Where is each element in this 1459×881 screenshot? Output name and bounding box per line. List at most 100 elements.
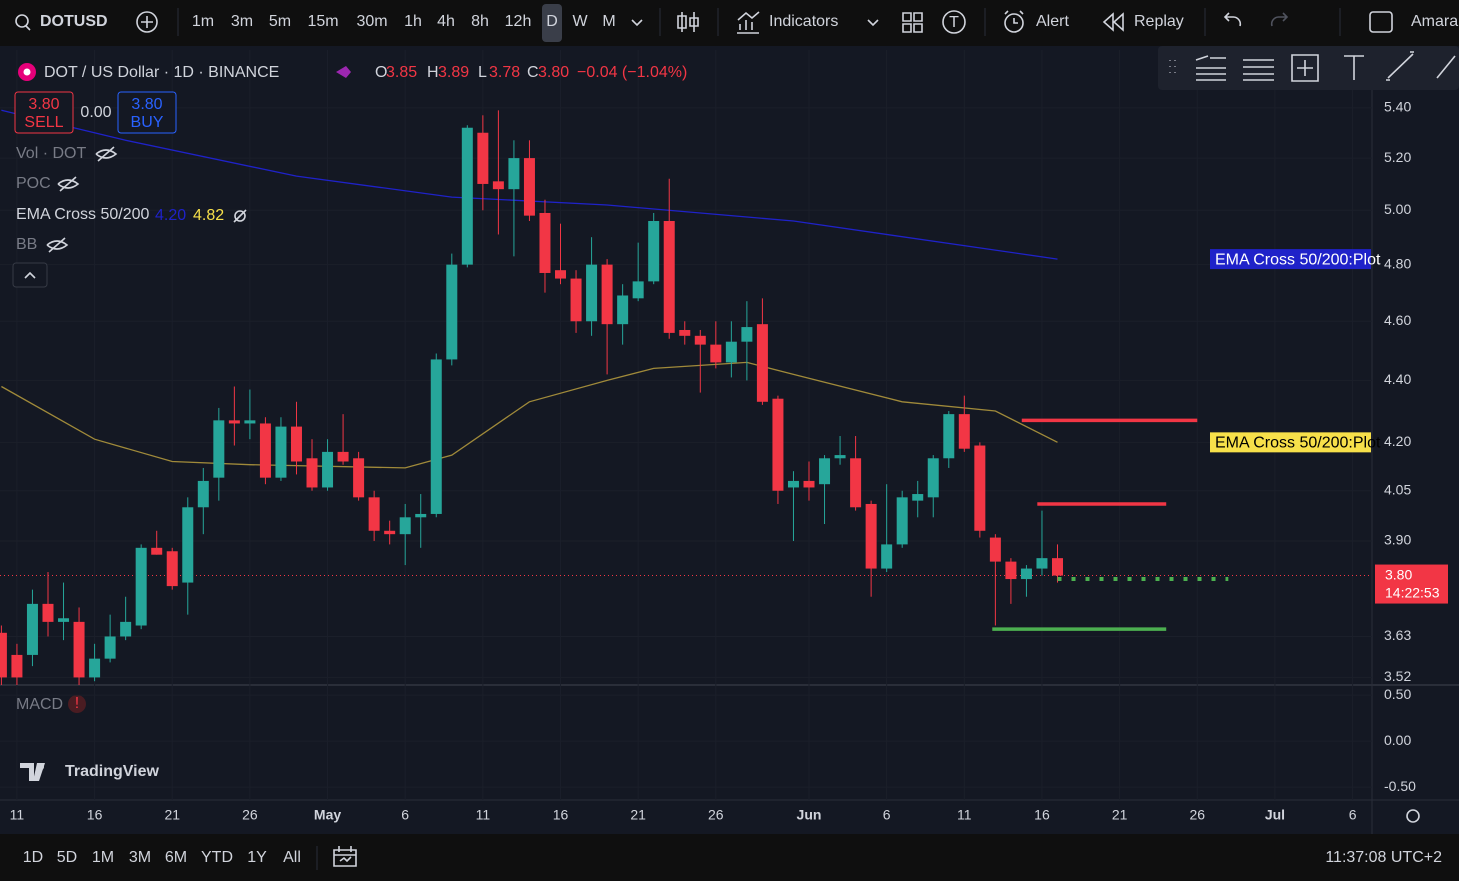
settings[interactable] xyxy=(1406,809,1420,823)
interval[interactable]: D xyxy=(546,13,558,30)
chart-type[interactable] xyxy=(677,12,699,32)
interval[interactable]: 1h xyxy=(404,13,422,30)
sell-button[interactable] xyxy=(14,91,74,134)
tool-fib[interactable] xyxy=(1243,59,1274,81)
candle-body xyxy=(974,445,986,531)
interval[interactable]: 30m xyxy=(356,13,387,30)
candle-body xyxy=(834,455,846,459)
candle-body xyxy=(819,458,831,485)
interval[interactable]: 12h xyxy=(505,13,532,30)
candle-body xyxy=(73,621,85,678)
indicator-name: Vol · DOT xyxy=(16,145,86,162)
interval[interactable]: 8h xyxy=(471,13,489,30)
hidden-icon[interactable] xyxy=(46,237,69,253)
range-button[interactable]: All xyxy=(283,849,301,866)
range-button[interactable]: 1M xyxy=(92,849,114,866)
candle-body xyxy=(756,324,768,402)
y-tick-label: 4.60 xyxy=(1384,312,1411,328)
indicators-button[interactable]: Indicators xyxy=(769,13,838,30)
tool-line[interactable] xyxy=(1386,51,1414,81)
hidden-icon[interactable] xyxy=(233,209,247,223)
alert-button[interactable]: Alert xyxy=(1036,13,1069,30)
y-tick-label: 3.90 xyxy=(1384,532,1411,548)
date-range-icon[interactable] xyxy=(333,846,357,867)
x-tick-label: 6 xyxy=(883,807,891,823)
x-tick-label: 16 xyxy=(1034,807,1050,823)
indicator-name: EMA Cross 50/200 xyxy=(16,206,150,223)
tool-text[interactable] xyxy=(1344,55,1364,80)
replay-button[interactable]: Replay xyxy=(1134,13,1184,30)
buy-button[interactable] xyxy=(117,91,177,134)
ohlc-key: H xyxy=(427,64,439,81)
top-toolbar: DOTUSD 1m 3m 5m 15m 30m 1h 4h 8h 12h D W M Indicato… xyxy=(15,4,1458,42)
candle-body xyxy=(228,420,240,424)
range-button[interactable]: 3M xyxy=(129,849,151,866)
candle-body xyxy=(850,458,862,508)
watermark: TradingView xyxy=(65,763,160,780)
candle-body xyxy=(741,327,753,342)
tool-measure[interactable] xyxy=(1291,54,1319,82)
candle-body xyxy=(166,551,178,587)
candle-body xyxy=(508,158,520,190)
add-symbol[interactable] xyxy=(136,11,158,33)
candle-body xyxy=(787,480,799,488)
symbol[interactable]: DOTUSD xyxy=(40,13,108,30)
range-button[interactable]: YTD xyxy=(201,849,233,866)
candle-body xyxy=(570,278,582,322)
candle-body xyxy=(958,414,970,449)
candle-body xyxy=(197,480,209,508)
interval[interactable]: 15m xyxy=(307,13,338,30)
x-tick-label: 26 xyxy=(242,807,258,823)
undo[interactable] xyxy=(1223,12,1242,27)
redo[interactable] xyxy=(1270,12,1289,27)
y-tick-label: 5.40 xyxy=(1384,99,1411,115)
candle-body xyxy=(42,603,54,622)
interval[interactable]: 4h xyxy=(437,13,455,30)
watermark-logo xyxy=(38,764,44,770)
share-icon[interactable] xyxy=(336,66,351,78)
x-tick-label: 6 xyxy=(401,807,409,823)
candle-body xyxy=(477,132,489,184)
candle-body xyxy=(896,497,908,545)
interval[interactable]: 3m xyxy=(231,13,253,30)
templates[interactable] xyxy=(942,10,966,34)
buy-label: BUY xyxy=(131,114,164,131)
fullscreen[interactable] xyxy=(1369,11,1393,33)
last-price-tag xyxy=(1375,564,1448,604)
range-button[interactable]: 1Y xyxy=(247,849,267,866)
spread: 0.00 xyxy=(80,104,111,121)
user-name[interactable]: Amara xyxy=(1411,13,1458,30)
ohlc-value: 3.85 xyxy=(386,64,417,81)
warning-icon[interactable] xyxy=(68,695,86,713)
tool-trend[interactable] xyxy=(1195,55,1226,81)
interval[interactable]: W xyxy=(572,13,588,30)
sell-label: SELL xyxy=(24,114,63,131)
x-tick-label: 21 xyxy=(1112,807,1128,823)
y-tick-label: 4.05 xyxy=(1384,481,1411,497)
hidden-icon[interactable] xyxy=(95,146,118,162)
alert-icon xyxy=(1004,13,1024,33)
candle-body xyxy=(989,537,1001,562)
collapse-legend[interactable] xyxy=(12,262,48,288)
indicators-dropdown[interactable] xyxy=(867,19,879,27)
candle-body xyxy=(120,621,132,637)
interval[interactable]: M xyxy=(602,13,615,30)
candle-body xyxy=(555,270,567,279)
interval[interactable]: 5m xyxy=(269,13,291,30)
range-button[interactable]: 5D xyxy=(57,849,77,866)
range-button[interactable]: 1D xyxy=(23,849,43,866)
drag-handle[interactable] xyxy=(1169,60,1176,73)
tool-pen[interactable] xyxy=(1436,55,1456,79)
layouts[interactable] xyxy=(902,12,923,33)
candle-body xyxy=(927,458,939,498)
clock[interactable]: 11:37:08 UTC+2 xyxy=(1325,849,1442,866)
ema-tag-label: EMA Cross 50/200:Plot xyxy=(1215,435,1381,452)
interval[interactable]: 1m xyxy=(192,13,214,30)
candle-body xyxy=(399,517,411,535)
interval-dropdown[interactable] xyxy=(631,19,643,27)
hidden-icon[interactable] xyxy=(57,176,80,192)
ohlc-value: 3.89 xyxy=(438,64,469,81)
x-tick-label: 21 xyxy=(164,807,180,823)
search-icon[interactable] xyxy=(15,14,29,28)
range-button[interactable]: 6M xyxy=(165,849,187,866)
